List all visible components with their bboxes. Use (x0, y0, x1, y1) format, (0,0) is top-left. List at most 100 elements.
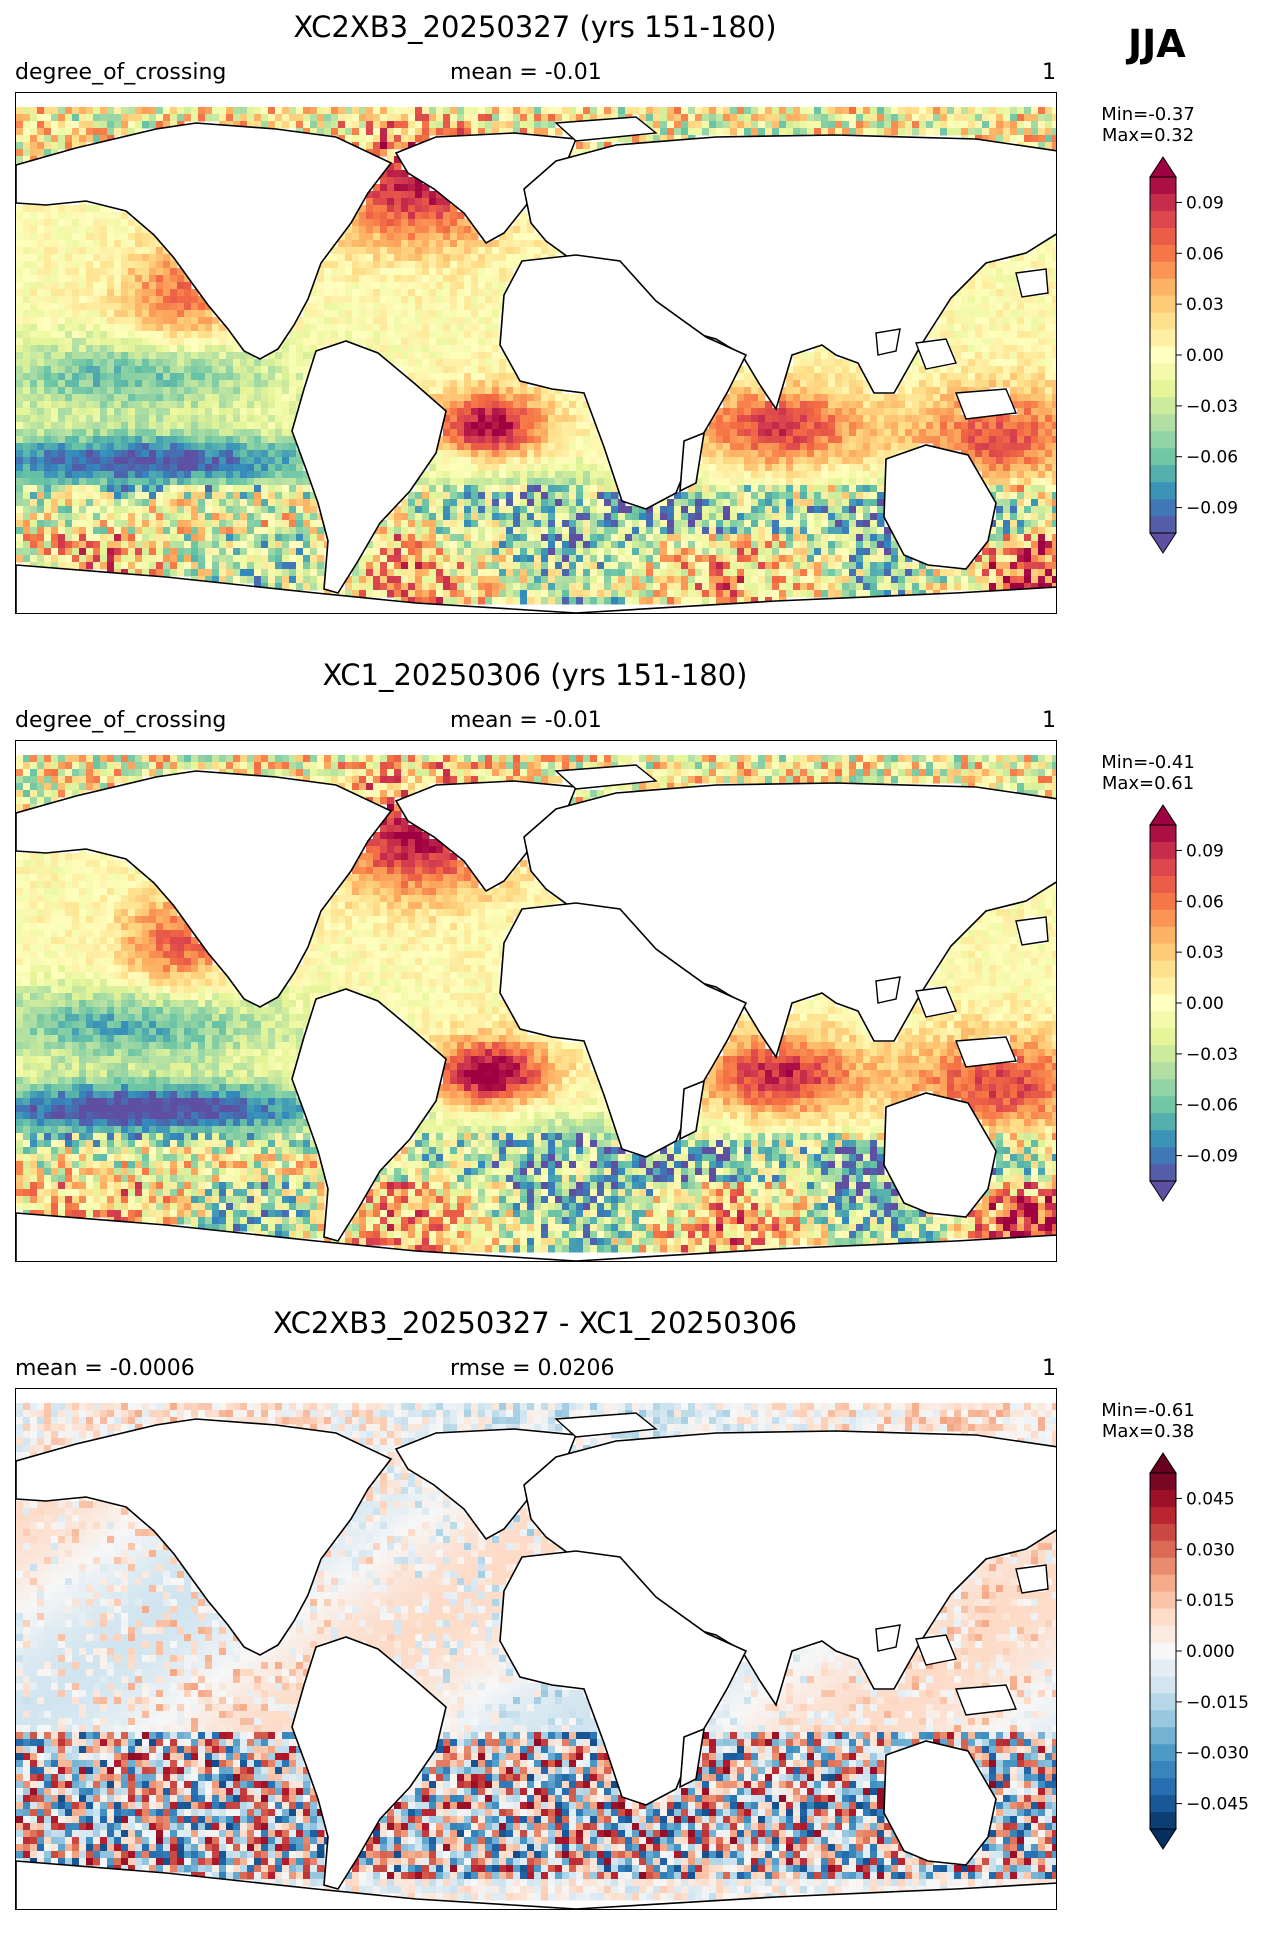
island-landmass (554, 1412, 658, 1438)
colorbar-segment (1150, 960, 1176, 978)
antarctica-landmass (16, 1860, 1056, 1909)
colorbar-segment (1150, 1164, 1176, 1182)
colorbar-segment (1150, 1642, 1176, 1660)
colorbar-segment (1150, 278, 1176, 296)
colorbar-tick-label: 0.09 (1186, 193, 1224, 213)
colorbar-segment (1150, 1608, 1176, 1626)
island-landmass (875, 328, 901, 356)
colorbar-tick-label: 0.06 (1186, 244, 1224, 264)
colorbar-segment (1150, 1557, 1176, 1576)
colorbar-segment (1150, 892, 1176, 911)
colorbar-segment (1150, 1489, 1176, 1508)
colorbar-tick-label: −0.03 (1186, 1045, 1238, 1065)
min-label: Min=-0.61 (1101, 1400, 1195, 1421)
colorbar-tick-label: 0.015 (1186, 1591, 1235, 1611)
mean-label: mean = -0.01 (450, 708, 602, 733)
madagascar-landmass (679, 1079, 706, 1141)
colorbar-segment (1150, 1011, 1176, 1029)
colorbar-segment (1150, 261, 1176, 280)
colorbar-segment (1150, 1079, 1176, 1097)
colorbar-segment (1150, 1028, 1176, 1046)
units-label: 1 (1042, 708, 1056, 733)
colorbar-segment (1150, 499, 1176, 517)
colorbar-segment (1150, 858, 1176, 877)
island-landmass (554, 116, 658, 142)
variable-label: degree_of_crossing (15, 60, 227, 85)
colorbar-segment (1150, 1778, 1176, 1796)
colorbar-segment (1150, 1625, 1176, 1643)
map-panel-1: XC2XB3_20250327 (yrs 151-180) degree_of_… (0, 0, 1284, 640)
colorbar-segment (1150, 465, 1176, 483)
coastlines (16, 764, 1056, 1261)
south-america-landmass (291, 988, 447, 1242)
south-america-landmass (291, 340, 447, 594)
colorbar-segment (1150, 1812, 1176, 1830)
greenland-landmass (394, 780, 578, 893)
colorbar-tick-label: 0.00 (1186, 994, 1224, 1014)
colorbar-segment (1150, 977, 1176, 995)
colorbar-segment (1150, 363, 1176, 381)
colorbar-segment (1150, 397, 1176, 415)
rmse-label: rmse = 0.0206 (450, 1356, 615, 1381)
colorbar: 0.045 0.030 0.015 0.000 −0.015 −0.030 −0.045 (1120, 1451, 1260, 1851)
world-map (15, 1388, 1057, 1910)
colorbar-segment (1150, 825, 1176, 843)
field-raster (16, 1403, 1056, 1901)
madagascar-landmass (679, 431, 706, 493)
colorbar-segment (1150, 295, 1176, 313)
colorbar-segment (1150, 1744, 1176, 1762)
colorbar-segment (1150, 1727, 1176, 1745)
australia-landmass (883, 444, 997, 570)
colorbar-tick-label: 0.06 (1186, 892, 1224, 912)
panel-title: XC2XB3_20250327 (yrs 151-180) (293, 10, 777, 44)
colorbar-segment (1150, 943, 1176, 961)
max-label: Max=0.32 (1101, 125, 1195, 146)
colorbar-segment (1150, 312, 1176, 330)
colorbar-segment (1150, 1540, 1176, 1559)
colorbar-extend-min (1149, 532, 1177, 554)
units-label: 1 (1042, 60, 1056, 85)
world-map (15, 92, 1057, 614)
australia-landmass (883, 1092, 997, 1218)
max-label: Max=0.38 (1101, 1421, 1195, 1442)
colorbar-extend-max (1149, 156, 1177, 178)
colorbar-tick-label: 0.03 (1186, 943, 1224, 963)
colorbar-tick-label: 0.045 (1186, 1489, 1235, 1509)
field-raster (16, 107, 1056, 605)
colorbar-tick-label: 0.09 (1186, 841, 1224, 861)
colorbar-segment (1150, 177, 1176, 195)
colorbar-segment (1150, 1710, 1176, 1728)
colorbar-tick-label: −0.06 (1186, 1096, 1238, 1116)
colorbar-segment (1150, 1523, 1176, 1542)
colorbar-tick-label: 0.03 (1186, 295, 1224, 315)
antarctica-landmass (16, 1212, 1056, 1261)
colorbar-segment (1150, 1693, 1176, 1711)
max-label: Max=0.61 (1101, 773, 1195, 794)
colorbar-tick-label: −0.03 (1186, 397, 1238, 417)
panel-title: XC1_20250306 (yrs 151-180) (322, 658, 748, 692)
colorbar-segment (1150, 431, 1176, 449)
island-landmass (955, 1036, 1018, 1068)
colorbar-segment (1150, 329, 1176, 347)
antarctica-landmass (16, 564, 1056, 613)
colorbar-segment (1150, 1795, 1176, 1813)
units-label: 1 (1042, 1356, 1056, 1381)
island-landmass (1015, 916, 1049, 946)
colorbar-segment (1150, 1676, 1176, 1694)
colorbar-tick-label: 0.030 (1186, 1540, 1235, 1560)
min-max-annotation: Min=-0.61 Max=0.38 (1088, 1400, 1208, 1442)
colorbar-segment (1150, 244, 1176, 263)
colorbar-extend-max (1149, 1452, 1177, 1474)
colorbar-segment (1150, 193, 1176, 212)
colorbar-extend-max (1149, 804, 1177, 826)
island-landmass (1015, 1564, 1049, 1594)
colorbar-tick-label: −0.030 (1186, 1744, 1249, 1764)
island-landmass (955, 1684, 1018, 1716)
colorbar-segment (1150, 909, 1176, 928)
colorbar-tick-label: −0.015 (1186, 1693, 1249, 1713)
mean-label: mean = -0.0006 (15, 1356, 195, 1381)
world-map (15, 740, 1057, 1262)
north-america-landmass (16, 770, 393, 1008)
colorbar-segment (1150, 1591, 1176, 1609)
north-america-landmass (16, 122, 393, 360)
